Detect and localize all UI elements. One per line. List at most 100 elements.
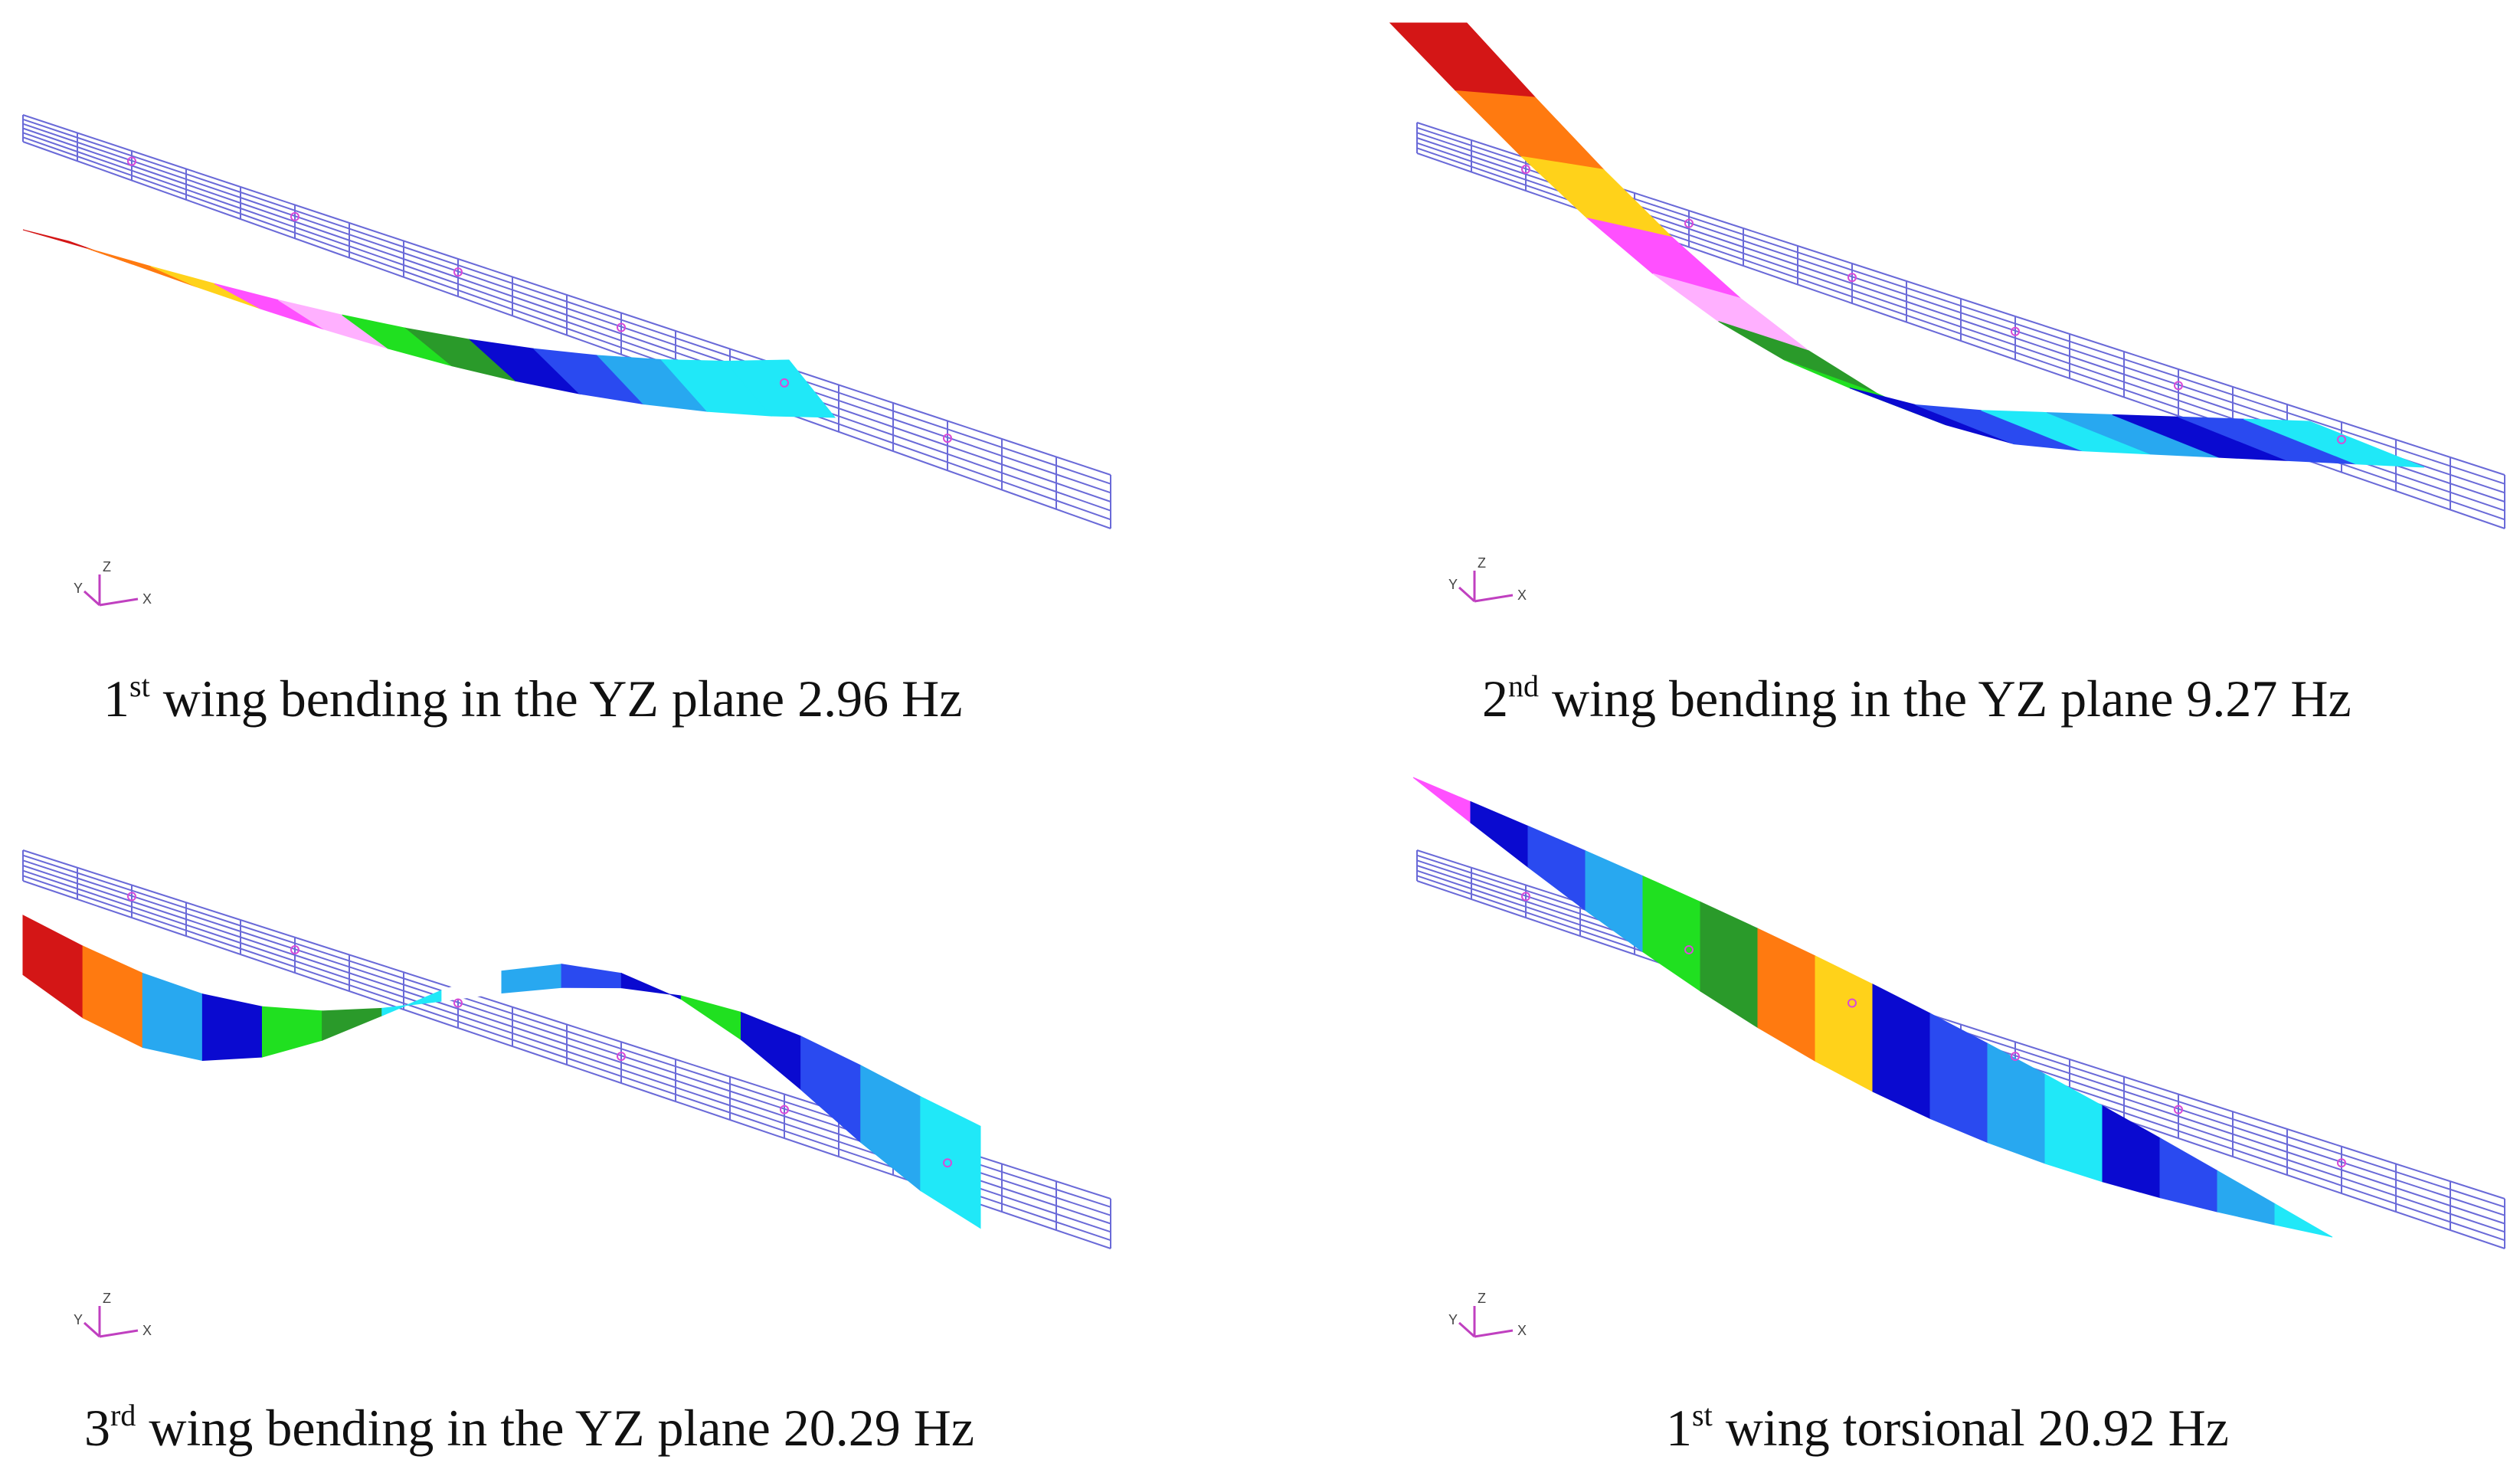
contour-band xyxy=(262,1006,323,1058)
axis-triad: Z X Y xyxy=(74,1291,152,1338)
contour-band xyxy=(1652,273,1809,352)
mode-panel-2: Z X Y 2nd wing bending in the YZ plane 9… xyxy=(1260,0,2520,732)
node-markers xyxy=(1521,165,2346,444)
node-marker xyxy=(127,156,136,166)
caption-ordinal: 2 xyxy=(1482,669,1508,728)
contour-band xyxy=(1527,825,1586,912)
node-marker xyxy=(1684,944,1694,954)
node-marker xyxy=(943,434,952,443)
contour-band xyxy=(680,995,741,1041)
caption-ordinal-suffix: rd xyxy=(110,1398,136,1432)
node-marker xyxy=(127,892,136,902)
contour-band xyxy=(150,266,261,309)
node-markers xyxy=(1521,892,2346,1168)
contour-band xyxy=(1700,901,1759,1029)
node-marker xyxy=(617,1052,626,1062)
node-marker xyxy=(2011,326,2020,336)
caption-ordinal: 3 xyxy=(84,1399,110,1457)
axis-x-label: X xyxy=(1517,1323,1527,1338)
node-marker xyxy=(2174,381,2183,391)
node-marker xyxy=(2011,1052,2020,1062)
contour-band xyxy=(1757,928,1816,1062)
axis-x-label: X xyxy=(142,1323,152,1338)
node-marker xyxy=(453,998,463,1008)
mode-shape-plot-2: Z X Y xyxy=(1389,22,2505,603)
contour-band xyxy=(22,915,83,1019)
contour-band xyxy=(2243,418,2425,468)
contour-band xyxy=(2274,1203,2333,1238)
node-marker xyxy=(2337,434,2346,444)
contour-band xyxy=(1815,955,1874,1092)
contour-band xyxy=(1872,984,1931,1120)
caption-ordinal-suffix: st xyxy=(129,669,150,703)
contour-band xyxy=(2217,1170,2276,1226)
contour-band xyxy=(322,1007,383,1041)
node-marker xyxy=(290,944,299,954)
mode-caption-2: 2nd wing bending in the YZ plane 9.27 Hz xyxy=(1482,671,2351,725)
axis-triad: Z X Y xyxy=(1448,1291,1527,1338)
mesh-span-line xyxy=(22,132,1111,512)
contour-band xyxy=(1412,777,1471,823)
node-marker xyxy=(2174,1105,2183,1114)
contour-band xyxy=(620,972,682,1000)
contour-band xyxy=(800,1036,862,1144)
mode-panel-1: Z X Y 1st wing bending in the YZ plane 2… xyxy=(0,0,1260,732)
mode-caption-4: 1st wing torsional 20.92 Hz xyxy=(1666,1399,2229,1457)
caption-ordinal: 1 xyxy=(1666,1399,1692,1457)
node-marker xyxy=(780,1105,789,1114)
axis-z-label: Z xyxy=(1478,555,1486,571)
mesh-span-line xyxy=(22,127,1111,502)
contour-band xyxy=(920,1095,981,1229)
mesh-span-line xyxy=(22,136,1111,521)
axis-triad: Z X Y xyxy=(74,559,152,607)
node-marker xyxy=(617,322,626,332)
deformed-contour xyxy=(22,229,836,418)
node-marker xyxy=(1847,998,1857,1008)
contour-band xyxy=(1470,800,1529,869)
contour-band xyxy=(2044,1073,2103,1183)
node-marker xyxy=(1684,218,1694,228)
mode-caption-3: 3rd wing bending in the YZ plane 20.29 H… xyxy=(84,1399,975,1457)
axis-z-label: Z xyxy=(103,1291,111,1306)
node-markers xyxy=(127,156,952,443)
deformed-contour xyxy=(22,915,981,1229)
axis-triad: Z X Y xyxy=(1448,555,1527,603)
contour-band xyxy=(142,972,203,1062)
mesh-span-line xyxy=(22,118,1111,485)
caption-text: wing bending in the YZ plane 2.96 Hz xyxy=(149,669,963,728)
axis-y-label: Y xyxy=(1448,577,1458,592)
axis-z-label: Z xyxy=(103,559,111,574)
mesh-span-line xyxy=(22,141,1111,529)
contour-band xyxy=(860,1065,921,1192)
contour-band xyxy=(1929,1013,1988,1144)
contour-band xyxy=(561,964,622,989)
caption-ordinal-suffix: nd xyxy=(1508,669,1539,703)
contour-band xyxy=(741,1011,802,1091)
axis-z-label: Z xyxy=(1478,1291,1486,1306)
caption-ordinal: 1 xyxy=(103,669,129,728)
mesh-span-line xyxy=(22,123,1111,494)
mesh-span-line xyxy=(22,114,1111,476)
contour-band xyxy=(201,993,263,1062)
contour-band xyxy=(82,945,143,1049)
contour-band xyxy=(1718,321,1877,394)
caption-ordinal-suffix: st xyxy=(1692,1398,1713,1432)
deformed-contour xyxy=(1389,22,2425,468)
mode-shape-plot-1: Z X Y xyxy=(22,114,1111,607)
node-marker xyxy=(943,1158,952,1168)
node-marker xyxy=(1521,892,1530,902)
contour-band xyxy=(441,970,502,1002)
mode-caption-1: 1st wing bending in the YZ plane 2.96 Hz xyxy=(103,671,962,725)
contour-band xyxy=(22,229,133,265)
mode-panel-3: Z X Y 3rd wing bending in the YZ plane 2… xyxy=(0,732,1260,1463)
mode-shape-plot-4: Z X Y xyxy=(1412,777,2505,1338)
contour-band xyxy=(724,359,836,418)
caption-text: wing bending in the YZ plane 9.27 Hz xyxy=(1539,669,2351,728)
caption-text: wing torsional 20.92 Hz xyxy=(1712,1399,2229,1457)
node-marker xyxy=(2337,1158,2346,1168)
node-marker xyxy=(290,211,299,221)
caption-text: wing bending in the YZ plane 20.29 Hz xyxy=(136,1399,975,1457)
node-marker xyxy=(780,378,789,388)
node-markers xyxy=(127,892,952,1168)
axis-x-label: X xyxy=(1517,587,1527,603)
